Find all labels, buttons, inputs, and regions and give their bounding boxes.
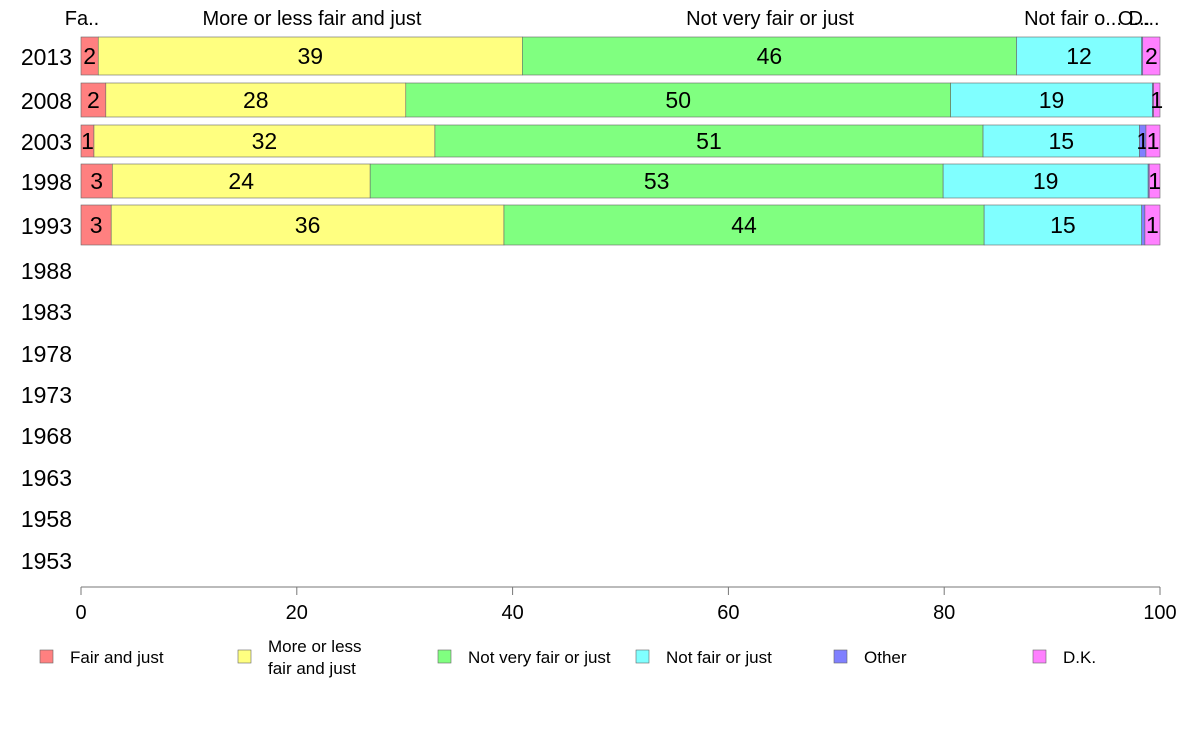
bar-label-1998-more-or-less-fair-and-just: 24: [228, 168, 254, 194]
year-label-1953: 1953: [21, 548, 72, 574]
bar-label-1993-d-k: 1: [1146, 212, 1159, 238]
bar-2003-not-very-fair-or-just: [434, 124, 984, 158]
year-label-2008: 2008: [21, 88, 72, 114]
top-label-fa: Fa..: [65, 8, 99, 30]
legend-label-fair-and-just: Fair and just: [70, 648, 164, 667]
bar-2003-more-or-less-fair-and-just: [93, 124, 436, 158]
bar-1998-not-very-fair-or-just: [369, 163, 944, 199]
legend-label-not-fair-or-just: Not fair or just: [666, 648, 772, 667]
bar-1993-not-fair-or-just: [983, 204, 1142, 246]
bar-label-1998-not-fair-or-just: 19: [1033, 168, 1059, 194]
bar-label-1993-not-very-fair-or-just: 44: [731, 212, 757, 238]
bar-label-2008-d-k: 1: [1150, 87, 1163, 113]
year-label-1993: 1993: [21, 213, 72, 239]
x-tick-label-20: 20: [286, 602, 308, 624]
bar-label-1998-not-very-fair-or-just: 53: [644, 168, 670, 194]
bar-1993-d-k: [1144, 204, 1161, 246]
x-tick-label-0: 0: [75, 602, 86, 624]
top-category-labels: Fa.. More or less fair and just Not very f…: [65, 8, 1160, 30]
legend-swatch-fair-and-just: [39, 649, 54, 664]
bar-2013-more-or-less-fair-and-just: [97, 36, 523, 76]
top-label-d: D...: [1128, 8, 1159, 30]
year-label-1978: 1978: [21, 341, 72, 367]
legend-swatch-other: [833, 649, 848, 664]
legend-label-other: Other: [864, 648, 907, 667]
legend-swatch-not-very-fair-or-just: [437, 649, 452, 664]
bar-label-2003-not-fair-or-just: 15: [1048, 128, 1074, 154]
legend-label-d-k: D.K.: [1063, 648, 1096, 667]
bar-1998-not-fair-or-just: [942, 163, 1149, 199]
bar-label-1998-fair-and-just: 3: [90, 168, 103, 194]
bar-2013-d-k: [1142, 36, 1161, 76]
top-label-o: O...: [1118, 8, 1150, 30]
bar-label-2008-not-fair-or-just: 19: [1039, 87, 1065, 113]
year-label-1988: 1988: [21, 258, 72, 284]
bar-2008-fair-and-just: [80, 82, 107, 118]
bar-1993-more-or-less-fair-and-just: [110, 204, 505, 246]
year-label-1973: 1973: [21, 382, 72, 408]
bar-2008-more-or-less-fair-and-just: [105, 82, 407, 118]
x-tick-label-100: 100: [1143, 602, 1176, 624]
bar-label-2008-not-very-fair-or-just: 50: [665, 87, 691, 113]
bar-label-2013-not-fair-or-just: 12: [1066, 43, 1092, 69]
legend-swatch-d-k: [1032, 649, 1047, 664]
year-label-2013: 2013: [21, 44, 72, 70]
bar-label-2003-not-very-fair-or-just: 51: [696, 128, 722, 154]
top-label-not-fair-o: Not fair o...: [1024, 8, 1122, 30]
year-label-1983: 1983: [21, 299, 72, 325]
year-label-1958: 1958: [21, 506, 72, 532]
bar-2008-d-k: [1153, 82, 1161, 118]
bars: 2 39 46 12 2 2 28 50 19 1 1 32 51 15 1 1 3 24 53 19 1 3 36 44 15…: [80, 36, 1163, 246]
bar-label-2008-more-or-less-fair-and-just: 28: [243, 87, 269, 113]
bar-label-1993-fair-and-just: 3: [90, 212, 103, 238]
bar-1998-more-or-less-fair-and-just: [111, 163, 371, 199]
year-label-1968: 1968: [21, 423, 72, 449]
bar-label-2013-fair-and-just: 2: [83, 43, 96, 69]
legend-label-not-very-fair-or-just: Not very fair or just: [468, 648, 611, 667]
top-label-not-very-fair-or-just: Not very fair or just: [686, 8, 854, 30]
bar-1998-d-k: [1148, 163, 1161, 199]
x-axis: 0 20 40 60 80 100: [75, 586, 1177, 624]
legend-label-more-or-less-fair-and-just: fair and just: [268, 659, 356, 678]
bar-label-1993-more-or-less-fair-and-just: 36: [295, 212, 321, 238]
bar-label-2003-d-k: 1: [1147, 128, 1160, 154]
bar-1993-fair-and-just: [80, 204, 112, 246]
legend-label-more-or-less-fair-and-just: More or less: [268, 637, 362, 656]
x-tick-label-40: 40: [501, 602, 523, 624]
bar-2003-not-fair-or-just: [982, 124, 1140, 158]
bar-label-1998-d-k: 1: [1148, 168, 1161, 194]
bar-1993-not-very-fair-or-just: [503, 204, 985, 246]
legend-swatch-more-or-less-fair-and-just: [237, 649, 252, 664]
x-tick-label-60: 60: [717, 602, 739, 624]
bar-label-2008-fair-and-just: 2: [87, 87, 100, 113]
bar-label-2013-d-k: 2: [1145, 43, 1158, 69]
x-tick-label-80: 80: [933, 602, 955, 624]
bar-label-2003-more-or-less-fair-and-just: 32: [252, 128, 278, 154]
bar-label-2013-not-very-fair-or-just: 46: [757, 43, 783, 69]
bar-2003-d-k: [1145, 124, 1161, 158]
bar-label-2003-fair-and-just: 1: [81, 128, 94, 154]
bar-2008-not-very-fair-or-just: [405, 82, 951, 118]
top-label-more-or-less-fair-and-just: More or less fair and just: [203, 8, 422, 30]
y-axis-labels: 2013 2008 2003 1998 1993 1988 1983 1978 1973 1968…: [21, 44, 72, 574]
bar-label-2013-more-or-less-fair-and-just: 39: [297, 43, 323, 69]
bar-label-1993-not-fair-or-just: 15: [1050, 212, 1076, 238]
bar-2013-not-fair-or-just: [1016, 36, 1142, 76]
year-label-1963: 1963: [21, 465, 72, 491]
legend-swatch-not-fair-or-just: [635, 649, 650, 664]
year-label-2003: 2003: [21, 129, 72, 155]
legend: Fair and just More or less fair and just No…: [39, 637, 1096, 678]
year-label-1998: 1998: [21, 169, 72, 195]
bar-1993-other: [1141, 204, 1146, 246]
